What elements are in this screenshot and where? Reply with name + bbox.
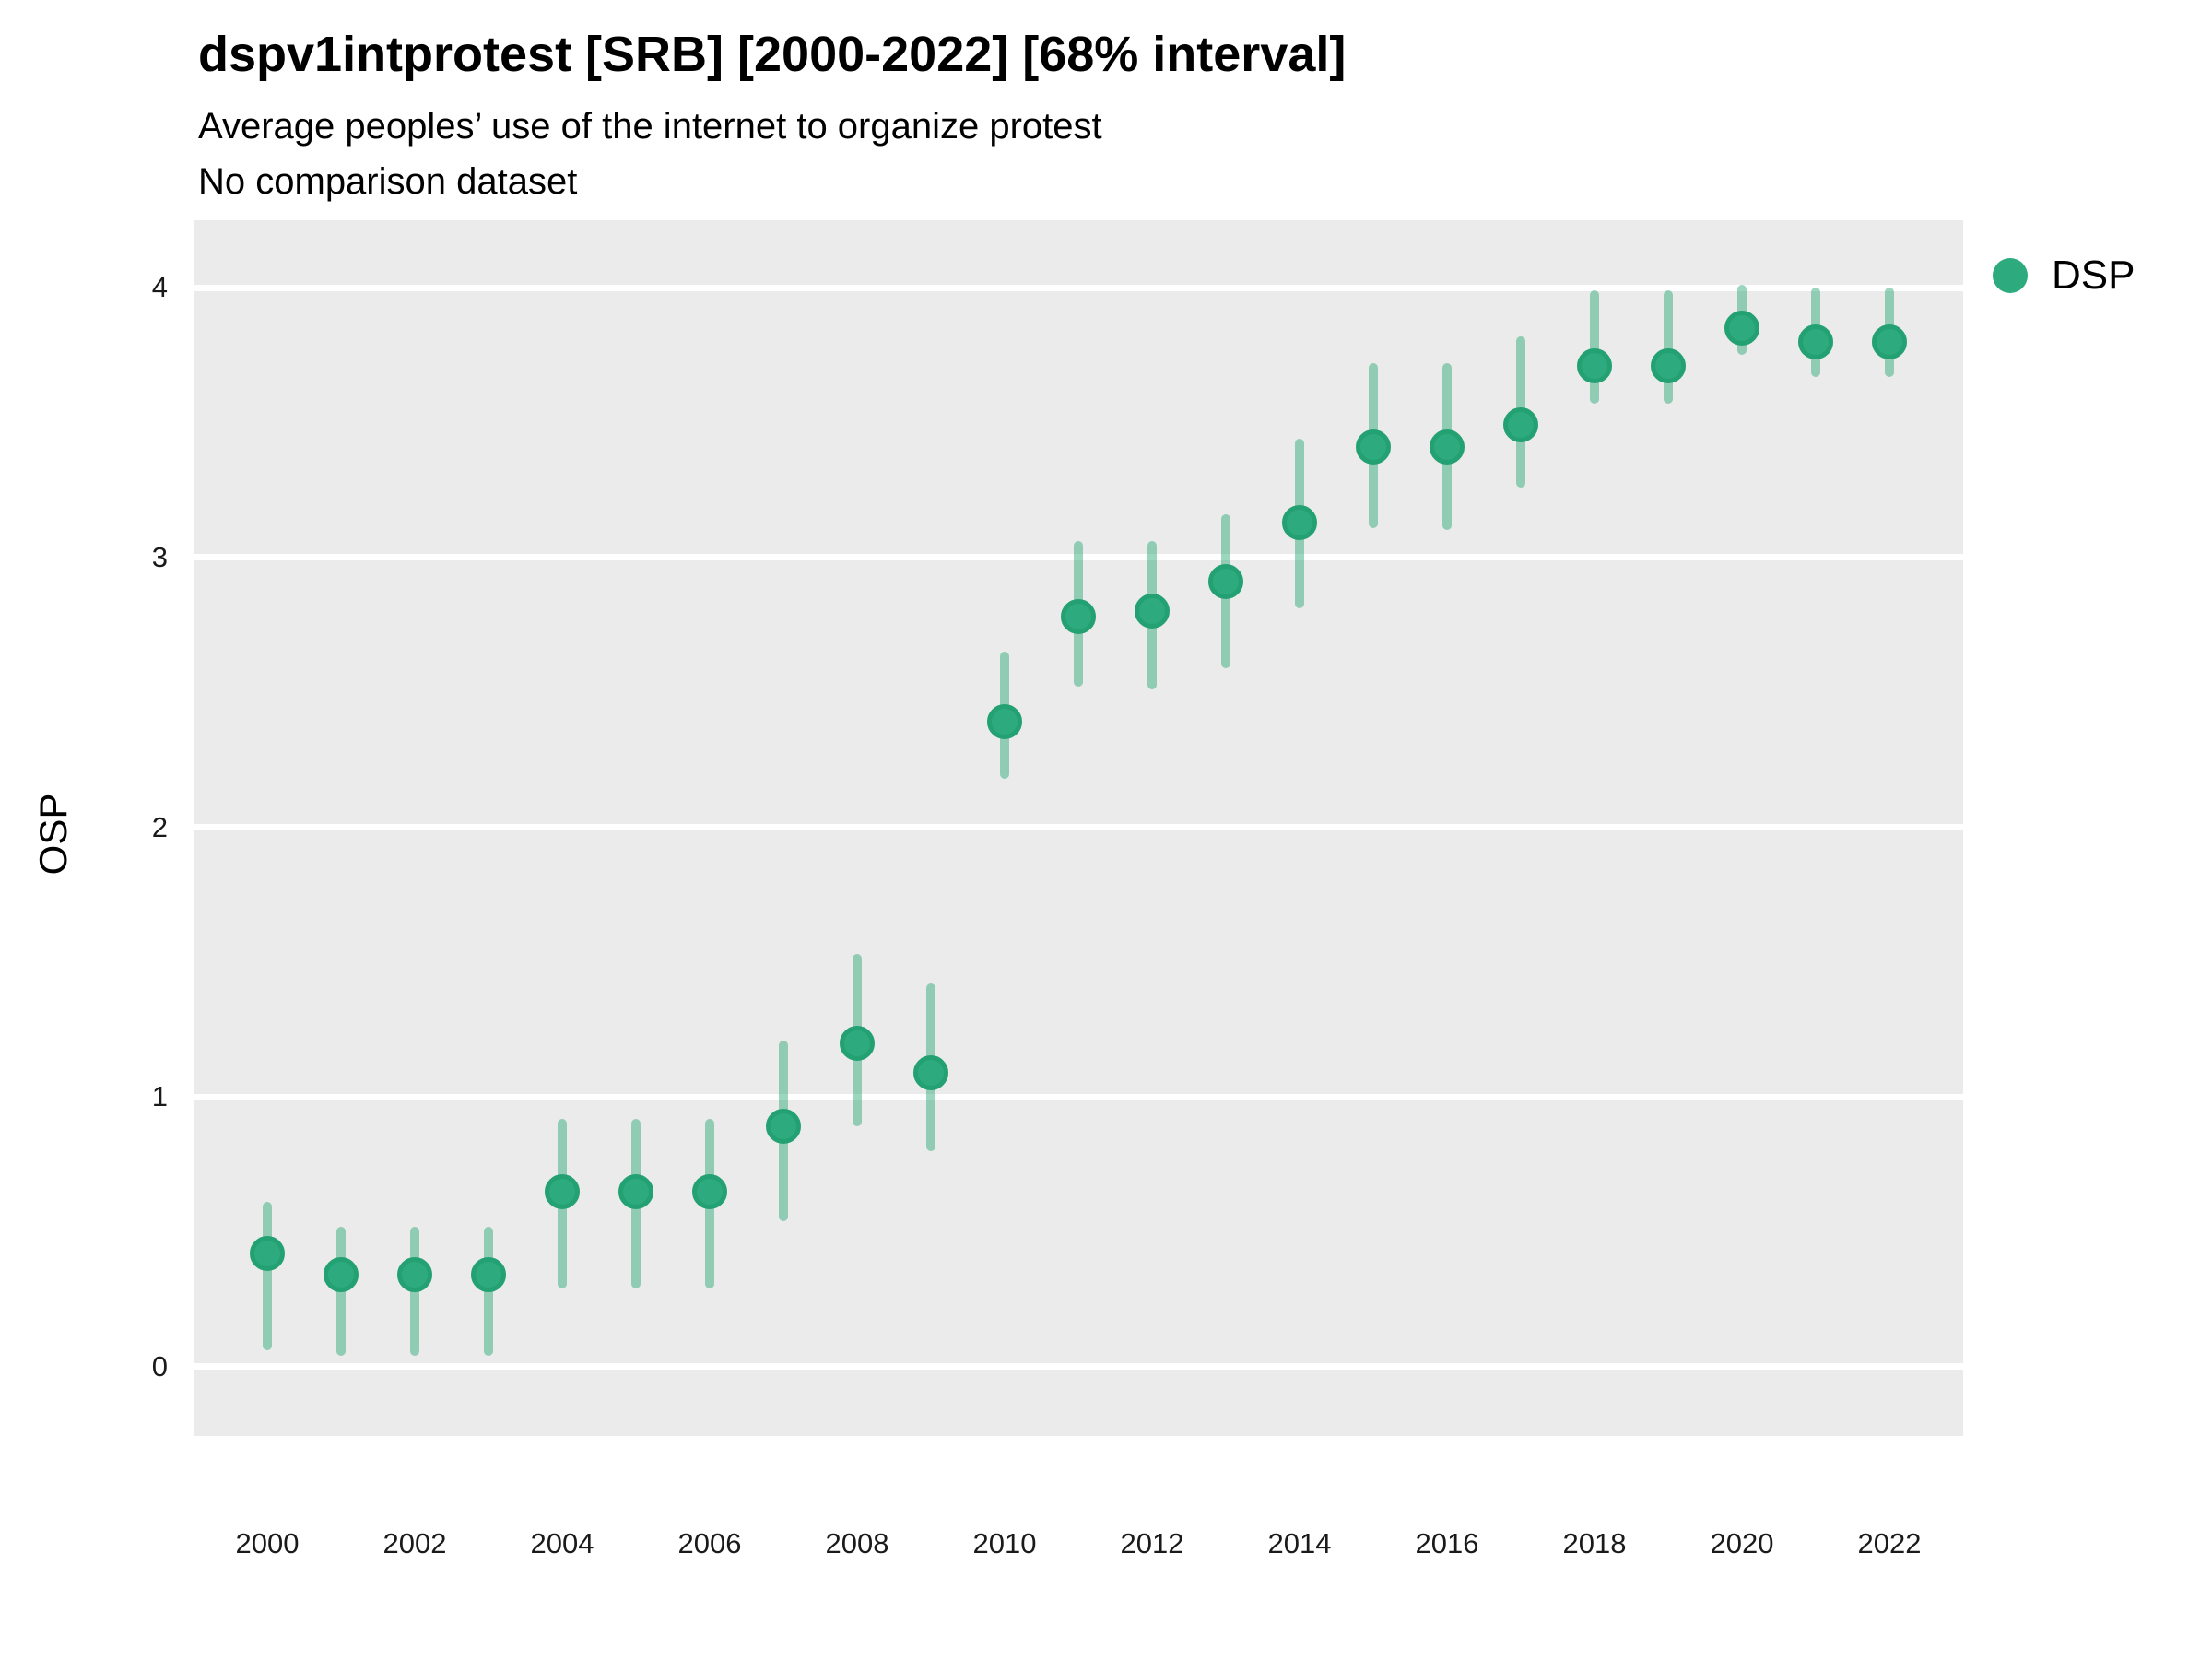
x-tick-label-2010: 2010 xyxy=(972,1527,1037,1559)
x-tick-label-2008: 2008 xyxy=(825,1527,889,1559)
data-point-2006 xyxy=(692,1173,727,1209)
data-point-2011 xyxy=(1061,599,1096,635)
gridline-y-4 xyxy=(194,284,1963,291)
plot-panel xyxy=(194,220,1963,1436)
data-point-2009 xyxy=(913,1054,948,1090)
data-point-2008 xyxy=(840,1025,875,1061)
x-tick-label-2016: 2016 xyxy=(1415,1527,1479,1559)
data-point-2000 xyxy=(250,1236,285,1272)
x-tick-label-2022: 2022 xyxy=(1857,1527,1922,1559)
y-tick-label-2: 2 xyxy=(151,810,168,843)
data-point-2018 xyxy=(1577,347,1612,383)
data-point-2015 xyxy=(1356,429,1391,465)
legend-point-icon xyxy=(1993,258,2028,293)
data-point-2005 xyxy=(618,1173,653,1209)
x-tick-label-2004: 2004 xyxy=(530,1527,594,1559)
data-point-2012 xyxy=(1135,594,1170,629)
x-tick-label-2002: 2002 xyxy=(382,1527,447,1559)
data-point-2014 xyxy=(1282,504,1317,540)
data-point-2020 xyxy=(1724,310,1759,346)
x-tick-label-2006: 2006 xyxy=(677,1527,742,1559)
gridline-y-3 xyxy=(194,554,1963,561)
data-point-2002 xyxy=(397,1257,432,1293)
y-tick-label-4: 4 xyxy=(151,271,168,303)
interval-bar-2000 xyxy=(263,1202,272,1351)
chart-note: No comparison dataset xyxy=(198,161,578,202)
x-tick-label-2018: 2018 xyxy=(1562,1527,1627,1559)
y-tick-label-0: 0 xyxy=(151,1349,168,1382)
data-point-2017 xyxy=(1503,407,1538,443)
data-point-2010 xyxy=(987,704,1022,740)
x-tick-label-2014: 2014 xyxy=(1267,1527,1332,1559)
data-point-2019 xyxy=(1651,347,1686,383)
chart-title: dspv1intprotest [SRB] [2000-2022] [68% i… xyxy=(198,27,1347,82)
x-tick-label-2012: 2012 xyxy=(1120,1527,1184,1559)
gridline-y-1 xyxy=(194,1093,1963,1100)
gridline-y-2 xyxy=(194,824,1963,830)
data-point-2001 xyxy=(324,1257,359,1293)
data-point-2013 xyxy=(1208,564,1243,600)
data-point-2016 xyxy=(1430,429,1465,465)
x-tick-label-2000: 2000 xyxy=(235,1527,300,1559)
data-point-2022 xyxy=(1872,324,1907,359)
data-point-2003 xyxy=(471,1257,506,1293)
y-tick-label-1: 1 xyxy=(151,1080,168,1113)
interval-bar-2018 xyxy=(1590,289,1599,404)
data-point-2021 xyxy=(1798,324,1833,359)
legend: DSP xyxy=(1993,253,2135,299)
gridline-y-0 xyxy=(194,1363,1963,1371)
legend-label-dsp: DSP xyxy=(2052,253,2136,298)
x-tick-label-2020: 2020 xyxy=(1710,1527,1774,1559)
data-point-2004 xyxy=(545,1173,580,1209)
chart-subtitle: Average peoples’ use of the internet to … xyxy=(198,106,1102,147)
y-tick-label-3: 3 xyxy=(151,540,168,573)
y-axis-title: OSP xyxy=(31,793,75,876)
data-point-2007 xyxy=(766,1109,801,1145)
interval-bar-2019 xyxy=(1664,289,1673,404)
